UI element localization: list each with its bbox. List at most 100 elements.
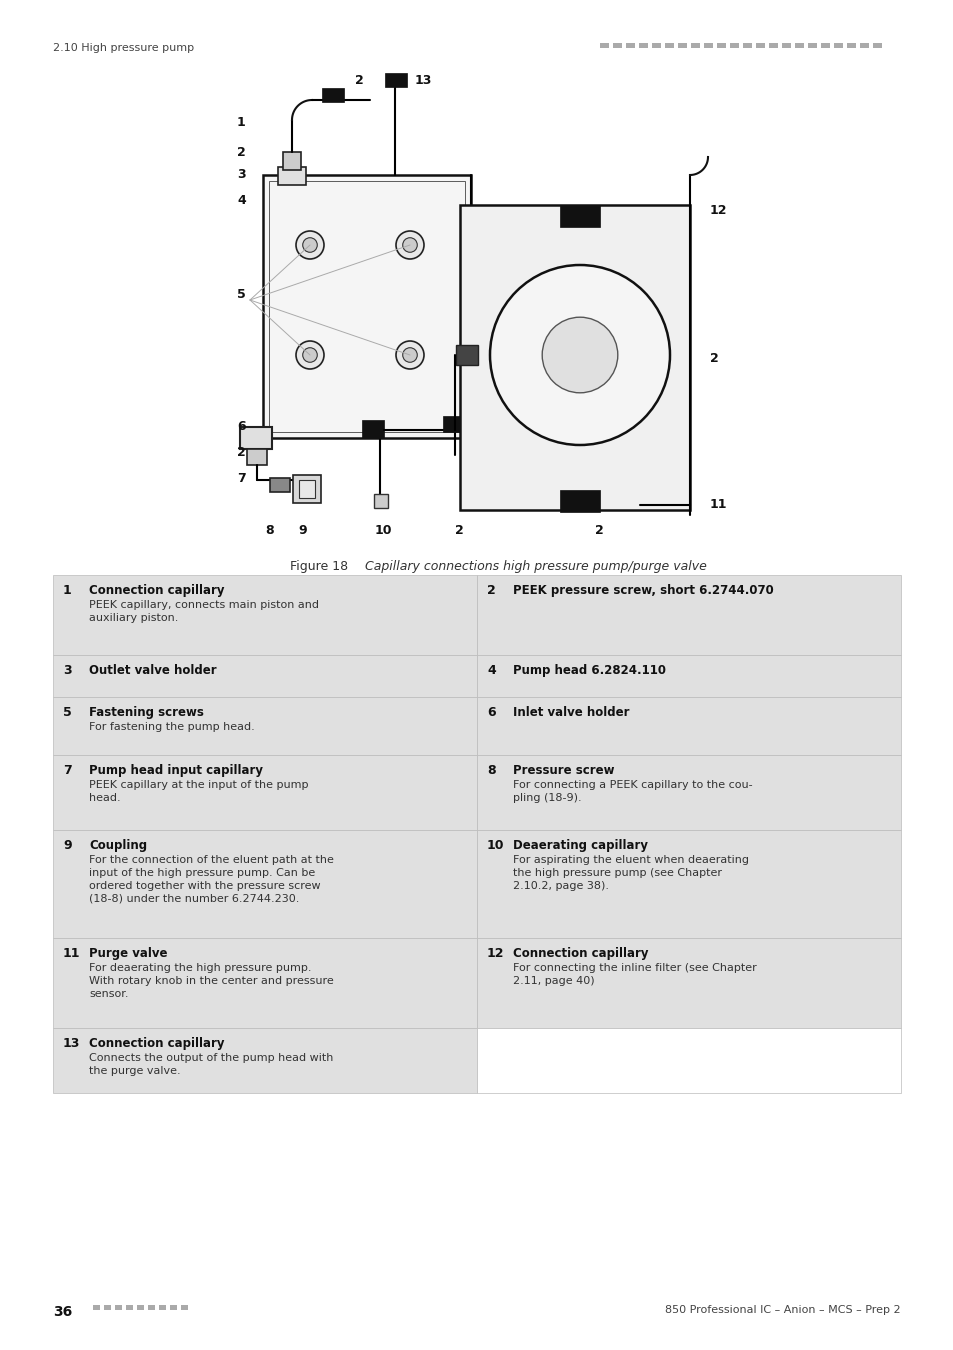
Bar <box>717 43 725 49</box>
Bar <box>269 181 464 432</box>
Bar <box>678 43 686 49</box>
Bar <box>53 655 476 697</box>
Text: Connection capillary: Connection capillary <box>89 1037 224 1050</box>
Bar <box>559 490 599 512</box>
Text: 13: 13 <box>415 73 432 86</box>
Circle shape <box>402 238 416 252</box>
Text: 3: 3 <box>63 664 71 676</box>
Text: For deaerating the high pressure pump.
With rotary knob in the center and pressu: For deaerating the high pressure pump. W… <box>89 963 334 999</box>
Text: Fastening screws: Fastening screws <box>89 706 204 720</box>
Bar <box>126 1305 132 1310</box>
Bar <box>170 1305 177 1310</box>
Bar <box>137 1305 144 1310</box>
Text: 2.10 High pressure pump: 2.10 High pressure pump <box>53 43 193 53</box>
Bar <box>768 43 778 49</box>
Bar <box>53 938 476 1027</box>
Text: 11: 11 <box>709 498 727 512</box>
Bar <box>794 43 803 49</box>
Text: Deaerating capillary: Deaerating capillary <box>513 838 647 852</box>
Bar <box>115 1305 122 1310</box>
Bar <box>159 1305 166 1310</box>
Bar <box>240 427 272 450</box>
Text: 12: 12 <box>709 204 727 216</box>
Text: 7: 7 <box>236 471 246 485</box>
Bar <box>859 43 868 49</box>
Bar <box>104 1305 111 1310</box>
Text: Coupling: Coupling <box>89 838 147 852</box>
Bar <box>53 830 476 938</box>
Text: 11: 11 <box>63 946 80 960</box>
Text: 4: 4 <box>236 193 246 207</box>
Bar <box>277 167 306 185</box>
Text: Connection capillary: Connection capillary <box>89 585 224 597</box>
Bar <box>821 43 829 49</box>
Bar <box>476 1027 900 1094</box>
Text: 4: 4 <box>486 664 496 676</box>
Text: 2: 2 <box>486 585 496 597</box>
Bar <box>322 88 344 103</box>
Text: 2: 2 <box>709 351 718 364</box>
Bar <box>361 420 384 437</box>
Circle shape <box>490 265 669 446</box>
Text: PEEK capillary, connects main piston and
auxiliary piston.: PEEK capillary, connects main piston and… <box>89 599 318 622</box>
Text: 10: 10 <box>375 524 392 536</box>
Bar <box>625 43 635 49</box>
Text: 9: 9 <box>297 524 306 536</box>
Text: Pressure screw: Pressure screw <box>513 764 614 778</box>
Circle shape <box>402 348 416 362</box>
Circle shape <box>295 342 324 369</box>
Bar <box>476 938 900 1027</box>
Bar <box>53 1027 476 1094</box>
Bar <box>148 1305 154 1310</box>
Bar <box>651 43 660 49</box>
Text: 850 Professional IC – Anion – MCS – Prep 2: 850 Professional IC – Anion – MCS – Prep… <box>664 1305 900 1315</box>
Bar <box>293 475 320 504</box>
Text: 5: 5 <box>63 706 71 720</box>
Bar <box>442 416 464 432</box>
Text: PEEK pressure screw, short 6.2744.070: PEEK pressure screw, short 6.2744.070 <box>513 585 773 597</box>
Bar <box>476 655 900 697</box>
Bar <box>639 43 647 49</box>
Bar <box>476 830 900 938</box>
Circle shape <box>395 342 423 369</box>
Bar <box>755 43 764 49</box>
Circle shape <box>395 231 423 259</box>
Text: For fastening the pump head.: For fastening the pump head. <box>89 722 254 732</box>
Bar <box>476 697 900 755</box>
Text: 3: 3 <box>236 169 245 181</box>
Text: For aspirating the eluent when deaerating
the high pressure pump (see Chapter
2.: For aspirating the eluent when deaeratin… <box>513 855 748 891</box>
Text: 1: 1 <box>236 116 246 128</box>
Bar <box>385 73 407 86</box>
Text: 5: 5 <box>236 289 246 301</box>
Text: Connects the output of the pump head with
the purge valve.: Connects the output of the pump head wit… <box>89 1053 333 1076</box>
Text: PEEK capillary at the input of the pump
head.: PEEK capillary at the input of the pump … <box>89 780 308 803</box>
Bar <box>247 450 267 464</box>
Bar <box>476 755 900 830</box>
Bar <box>92 1305 100 1310</box>
Bar <box>456 346 477 365</box>
Bar <box>53 755 476 830</box>
Text: Purge valve: Purge valve <box>89 946 168 960</box>
Bar <box>833 43 842 49</box>
Bar <box>181 1305 188 1310</box>
Text: 36: 36 <box>53 1305 72 1319</box>
Bar <box>872 43 882 49</box>
Bar <box>664 43 673 49</box>
Text: 2: 2 <box>455 524 463 536</box>
Text: Outlet valve holder: Outlet valve holder <box>89 664 216 676</box>
Circle shape <box>295 231 324 259</box>
Bar <box>53 575 476 655</box>
Text: 2: 2 <box>355 73 363 86</box>
Text: 10: 10 <box>486 838 504 852</box>
Text: For the connection of the eluent path at the
input of the high pressure pump. Ca: For the connection of the eluent path at… <box>89 855 334 903</box>
Bar <box>690 43 700 49</box>
Circle shape <box>541 317 618 393</box>
Bar <box>476 575 900 655</box>
Bar <box>613 43 621 49</box>
Text: 2: 2 <box>595 524 603 536</box>
Text: 12: 12 <box>486 946 504 960</box>
Bar <box>283 153 301 170</box>
Text: 2: 2 <box>236 146 246 158</box>
Bar <box>781 43 790 49</box>
Bar <box>298 481 314 498</box>
